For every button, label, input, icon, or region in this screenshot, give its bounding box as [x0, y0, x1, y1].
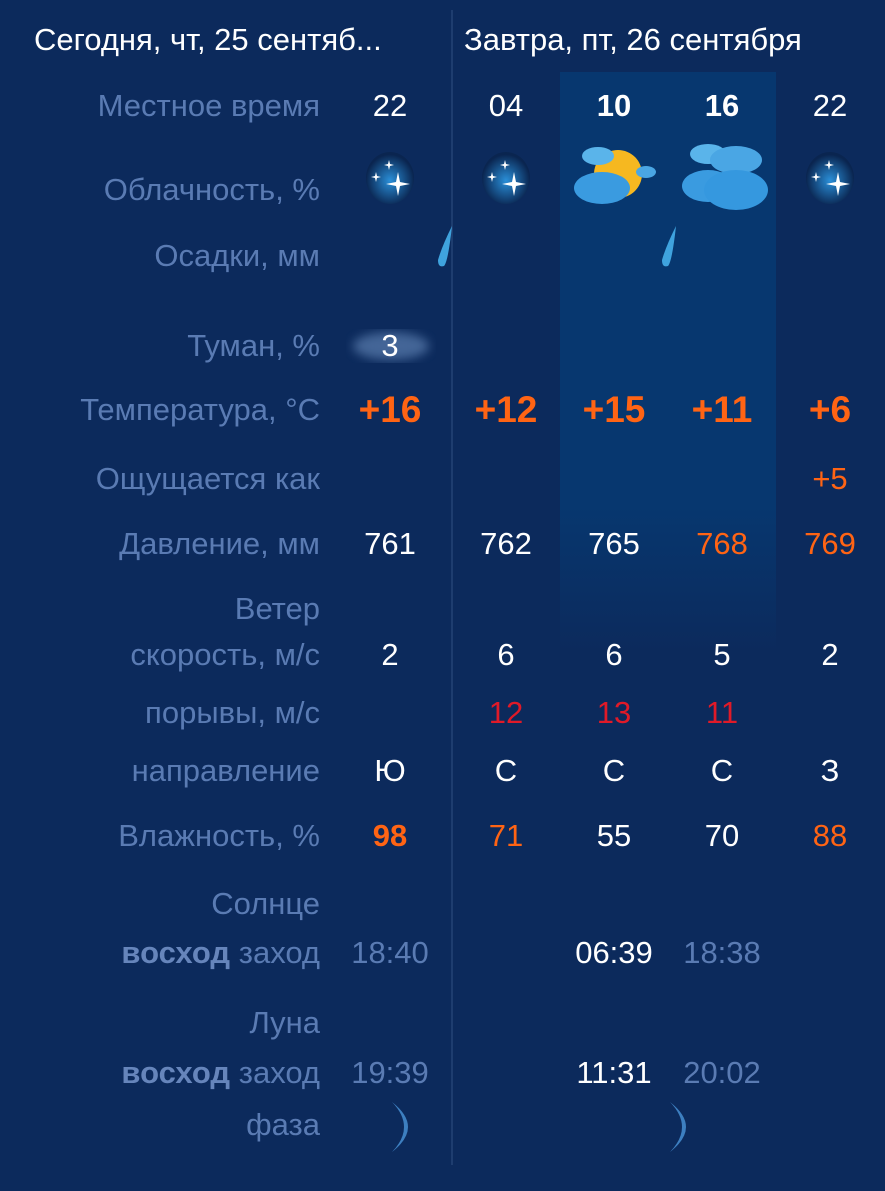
- hour: 16: [704, 88, 740, 123]
- moon-phase-icon: [670, 1102, 686, 1152]
- label-moon: Луна: [249, 1005, 320, 1040]
- wind-gusts: 13: [596, 695, 632, 730]
- hour: 04: [488, 88, 524, 123]
- humidity: 98: [372, 818, 408, 853]
- label-local-time: Местное время: [97, 88, 320, 123]
- label-feels-like: Ощущается как: [95, 461, 320, 496]
- pressure: 765: [588, 526, 640, 561]
- temperature: +6: [808, 389, 852, 430]
- wind-direction: Ю: [374, 753, 406, 788]
- moonrise-tomorrow: 11:31: [576, 1055, 652, 1090]
- wind-direction: З: [820, 753, 840, 788]
- wind-speed: 5: [713, 637, 731, 672]
- wind-speed: 2: [381, 637, 399, 672]
- wind-speed: 2: [821, 637, 839, 672]
- partly-cloudy-sun-icon: [572, 142, 656, 213]
- cloudy-icon: [678, 140, 768, 217]
- hour: 22: [812, 88, 848, 123]
- night-clear-icon: [802, 150, 858, 211]
- label-wind: Ветер: [234, 591, 320, 626]
- set-label: заход: [238, 1055, 320, 1090]
- moon-phase-icon: [392, 1102, 408, 1152]
- fog-value: 3: [381, 328, 399, 363]
- label-sun: Солнце: [211, 886, 320, 921]
- humidity: 88: [812, 818, 848, 853]
- pressure: 761: [364, 526, 416, 561]
- humidity: 71: [488, 818, 524, 853]
- fog-icon: [353, 332, 429, 360]
- label-precip: Осадки, мм: [154, 238, 320, 273]
- humidity: 55: [596, 818, 632, 853]
- temperature: +11: [691, 389, 753, 430]
- sunset-today: 18:40: [351, 935, 429, 970]
- temperature: +16: [358, 389, 422, 430]
- hour: 10: [596, 88, 632, 123]
- sunrise-tomorrow: 06:39: [575, 935, 653, 970]
- wind-speed: 6: [605, 637, 623, 672]
- night-clear-icon: [478, 150, 534, 211]
- pressure: 768: [696, 526, 748, 561]
- wind-direction: С: [710, 753, 734, 788]
- night-clear-icon: [362, 150, 418, 211]
- pressure: 769: [804, 526, 856, 561]
- label-direction: направление: [131, 753, 320, 788]
- feels-like: +5: [812, 461, 848, 496]
- label-sun-rise-set: восход заход: [121, 935, 320, 971]
- label-cloudiness: Облачность, %: [103, 172, 320, 207]
- wind-direction: С: [494, 753, 518, 788]
- label-pressure: Давление, мм: [119, 526, 320, 561]
- wind-gusts: 12: [488, 695, 524, 730]
- hour: 22: [372, 88, 408, 123]
- wind-direction: С: [602, 753, 626, 788]
- pressure: 762: [480, 526, 532, 561]
- label-humidity: Влажность, %: [118, 818, 320, 853]
- label-phase: фаза: [246, 1107, 320, 1142]
- label-moon-rise-set: восход заход: [121, 1055, 320, 1091]
- rise-label: восход: [121, 1055, 231, 1090]
- raindrop-icon: [434, 226, 454, 273]
- label-fog: Туман, %: [187, 328, 320, 363]
- today-header[interactable]: Сегодня, чт, 25 сентяб...: [34, 22, 382, 57]
- sunset-tomorrow: 18:38: [683, 935, 761, 970]
- label-gusts: порывы, м/с: [145, 695, 320, 730]
- temperature: +12: [474, 389, 538, 430]
- label-wind-speed: скорость, м/с: [130, 637, 320, 672]
- wind-speed: 6: [497, 637, 515, 672]
- set-label: заход: [238, 935, 320, 970]
- humidity: 70: [704, 818, 740, 853]
- moonset-tomorrow: 20:02: [683, 1055, 761, 1090]
- label-temperature: Температура, °C: [80, 392, 320, 427]
- moonset-today: 19:39: [351, 1055, 429, 1090]
- rise-label: восход: [121, 935, 231, 970]
- raindrop-icon: [658, 226, 678, 273]
- temperature: +15: [582, 389, 646, 430]
- tomorrow-header[interactable]: Завтра, пт, 26 сентября: [464, 22, 802, 57]
- day-divider: [451, 10, 453, 1165]
- wind-gusts: 11: [705, 695, 739, 730]
